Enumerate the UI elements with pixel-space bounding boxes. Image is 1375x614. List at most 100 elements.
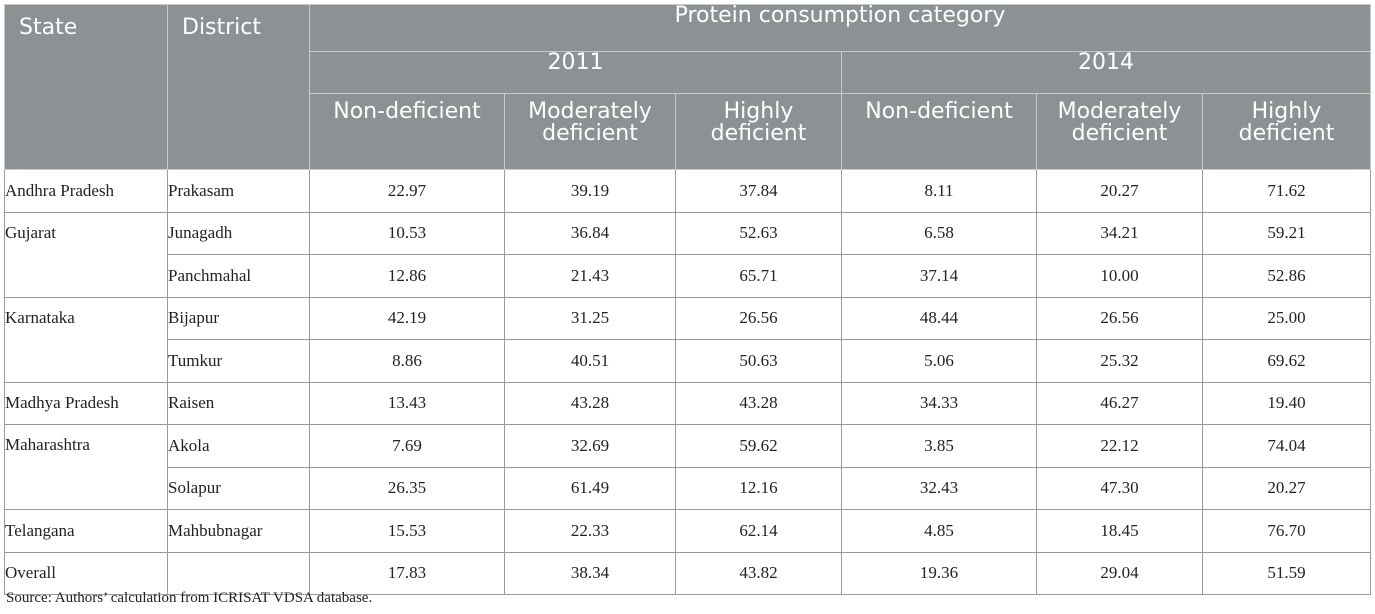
table-row: Solapur 26.35 61.49 12.16 32.43 47.30 20… xyxy=(5,466,1371,510)
value-cell: 4.85 xyxy=(841,509,1037,553)
district-cell: Prakasam xyxy=(167,169,310,213)
value-cell: 20.27 xyxy=(1036,169,1203,213)
value-cell: 19.36 xyxy=(841,551,1037,595)
header-2014-highly-deficient: Highly deficient xyxy=(1202,93,1371,170)
value-cell: 50.63 xyxy=(675,339,842,383)
value-cell: 15.53 xyxy=(309,509,505,553)
header-year-2011: 2011 xyxy=(309,51,842,94)
table-row: Madhya Pradesh Raisen 13.43 43.28 43.28 … xyxy=(4,381,1371,425)
state-cell: Maharashtra xyxy=(4,424,168,510)
table-row: Tumkur 8.86 40.51 50.63 5.06 25.32 69.62 xyxy=(5,339,1371,383)
value-cell: 22.12 xyxy=(1036,424,1203,468)
value-cell: 10.00 xyxy=(1036,254,1203,298)
value-cell: 18.45 xyxy=(1036,509,1203,553)
state-cell: Karnataka xyxy=(4,296,168,383)
value-cell: 52.86 xyxy=(1202,254,1371,298)
value-cell: 12.16 xyxy=(675,466,842,510)
state-cell: Telangana xyxy=(4,509,168,553)
value-cell: 34.33 xyxy=(841,381,1037,425)
table-row: Telangana Mahbubnagar 15.53 22.33 62.14 … xyxy=(4,509,1371,553)
value-cell: 19.40 xyxy=(1202,381,1371,425)
protein-consumption-table: State District Protein consumption categ… xyxy=(4,4,1371,595)
value-cell: 69.62 xyxy=(1202,339,1371,383)
state-cell: Madhya Pradesh xyxy=(4,381,168,425)
district-cell: Raisen xyxy=(167,381,310,425)
value-cell: 8.86 xyxy=(309,339,505,383)
value-cell: 43.28 xyxy=(675,381,842,425)
value-cell: 42.19 xyxy=(309,296,505,340)
state-cell: Andhra Pradesh xyxy=(4,169,168,213)
value-cell: 32.43 xyxy=(841,466,1037,510)
value-cell: 37.14 xyxy=(841,254,1037,298)
value-cell: 71.62 xyxy=(1202,169,1371,213)
value-cell: 48.44 xyxy=(841,296,1037,340)
value-cell: 22.33 xyxy=(504,509,676,553)
value-cell: 76.70 xyxy=(1202,509,1371,553)
header-protein-category: Protein consumption category xyxy=(309,4,1371,52)
district-cell: Akola xyxy=(167,424,310,468)
value-cell: 10.53 xyxy=(309,211,505,255)
state-cell: Gujarat xyxy=(4,211,168,298)
value-cell: 13.43 xyxy=(309,381,505,425)
header-2014-moderately-deficient: Moderately deficient xyxy=(1036,93,1203,170)
value-cell: 32.69 xyxy=(504,424,676,468)
district-cell: Tumkur xyxy=(167,339,310,383)
district-cell: Solapur xyxy=(167,466,310,510)
value-cell: 5.06 xyxy=(841,339,1037,383)
value-cell: 3.85 xyxy=(841,424,1037,468)
district-cell: Bijapur xyxy=(167,296,310,340)
value-cell: 59.62 xyxy=(675,424,842,468)
table-row: Panchmahal 12.86 21.43 65.71 37.14 10.00… xyxy=(5,254,1371,298)
value-cell: 47.30 xyxy=(1036,466,1203,510)
value-cell: 20.27 xyxy=(1202,466,1371,510)
value-cell: 37.84 xyxy=(675,169,842,213)
value-cell: 43.28 xyxy=(504,381,676,425)
value-cell: 61.49 xyxy=(504,466,676,510)
value-cell: 22.97 xyxy=(309,169,505,213)
value-cell: 34.21 xyxy=(1036,211,1203,255)
value-cell: 31.25 xyxy=(504,296,676,340)
district-cell: Mahbubnagar xyxy=(167,509,310,553)
value-cell: 7.69 xyxy=(309,424,505,468)
header-district: District xyxy=(167,4,310,170)
district-cell: Junagadh xyxy=(167,211,310,255)
value-cell: 39.19 xyxy=(504,169,676,213)
table-row: Karnataka Bijapur 42.19 31.25 26.56 48.4… xyxy=(4,296,1371,383)
value-cell: 8.11 xyxy=(841,169,1037,213)
value-cell: 62.14 xyxy=(675,509,842,553)
table-row: Maharashtra Akola 7.69 32.69 59.62 3.85 … xyxy=(4,424,1371,510)
state-cell: Overall xyxy=(4,551,168,595)
table-row: Andhra Pradesh Prakasam 22.97 39.19 37.8… xyxy=(4,169,1371,213)
header-2011-highly-deficient: Highly deficient xyxy=(675,93,842,170)
value-cell: 26.56 xyxy=(1036,296,1203,340)
value-cell: 65.71 xyxy=(675,254,842,298)
value-cell: 51.59 xyxy=(1202,551,1371,595)
source-note: Source: Authors’ calculation from ICRISA… xyxy=(6,590,373,606)
table-row-overall: Overall 17.83 38.34 43.82 19.36 29.04 51… xyxy=(4,551,1371,595)
header-state: State xyxy=(4,4,168,170)
value-cell: 21.43 xyxy=(504,254,676,298)
value-cell: 26.56 xyxy=(675,296,842,340)
value-cell: 29.04 xyxy=(1036,551,1203,595)
value-cell: 36.84 xyxy=(504,211,676,255)
value-cell: 26.35 xyxy=(309,466,505,510)
header-2011-moderately-deficient: Moderately deficient xyxy=(504,93,676,170)
value-cell: 25.00 xyxy=(1202,296,1371,340)
value-cell: 74.04 xyxy=(1202,424,1371,468)
value-cell: 52.63 xyxy=(675,211,842,255)
header-year-2014: 2014 xyxy=(841,51,1371,94)
value-cell: 59.21 xyxy=(1202,211,1371,255)
table-row: Gujarat Junagadh 10.53 36.84 52.63 6.58 … xyxy=(4,211,1371,298)
value-cell: 17.83 xyxy=(309,551,505,595)
value-cell: 43.82 xyxy=(675,551,842,595)
header-2011-non-deficient: Non-deficient xyxy=(309,93,505,170)
header-2014-non-deficient: Non-deficient xyxy=(841,93,1037,170)
district-cell: Panchmahal xyxy=(167,254,310,298)
value-cell: 38.34 xyxy=(504,551,676,595)
value-cell: 12.86 xyxy=(309,254,505,298)
value-cell: 6.58 xyxy=(841,211,1037,255)
value-cell: 46.27 xyxy=(1036,381,1203,425)
district-cell xyxy=(167,551,310,595)
value-cell: 40.51 xyxy=(504,339,676,383)
value-cell: 25.32 xyxy=(1036,339,1203,383)
